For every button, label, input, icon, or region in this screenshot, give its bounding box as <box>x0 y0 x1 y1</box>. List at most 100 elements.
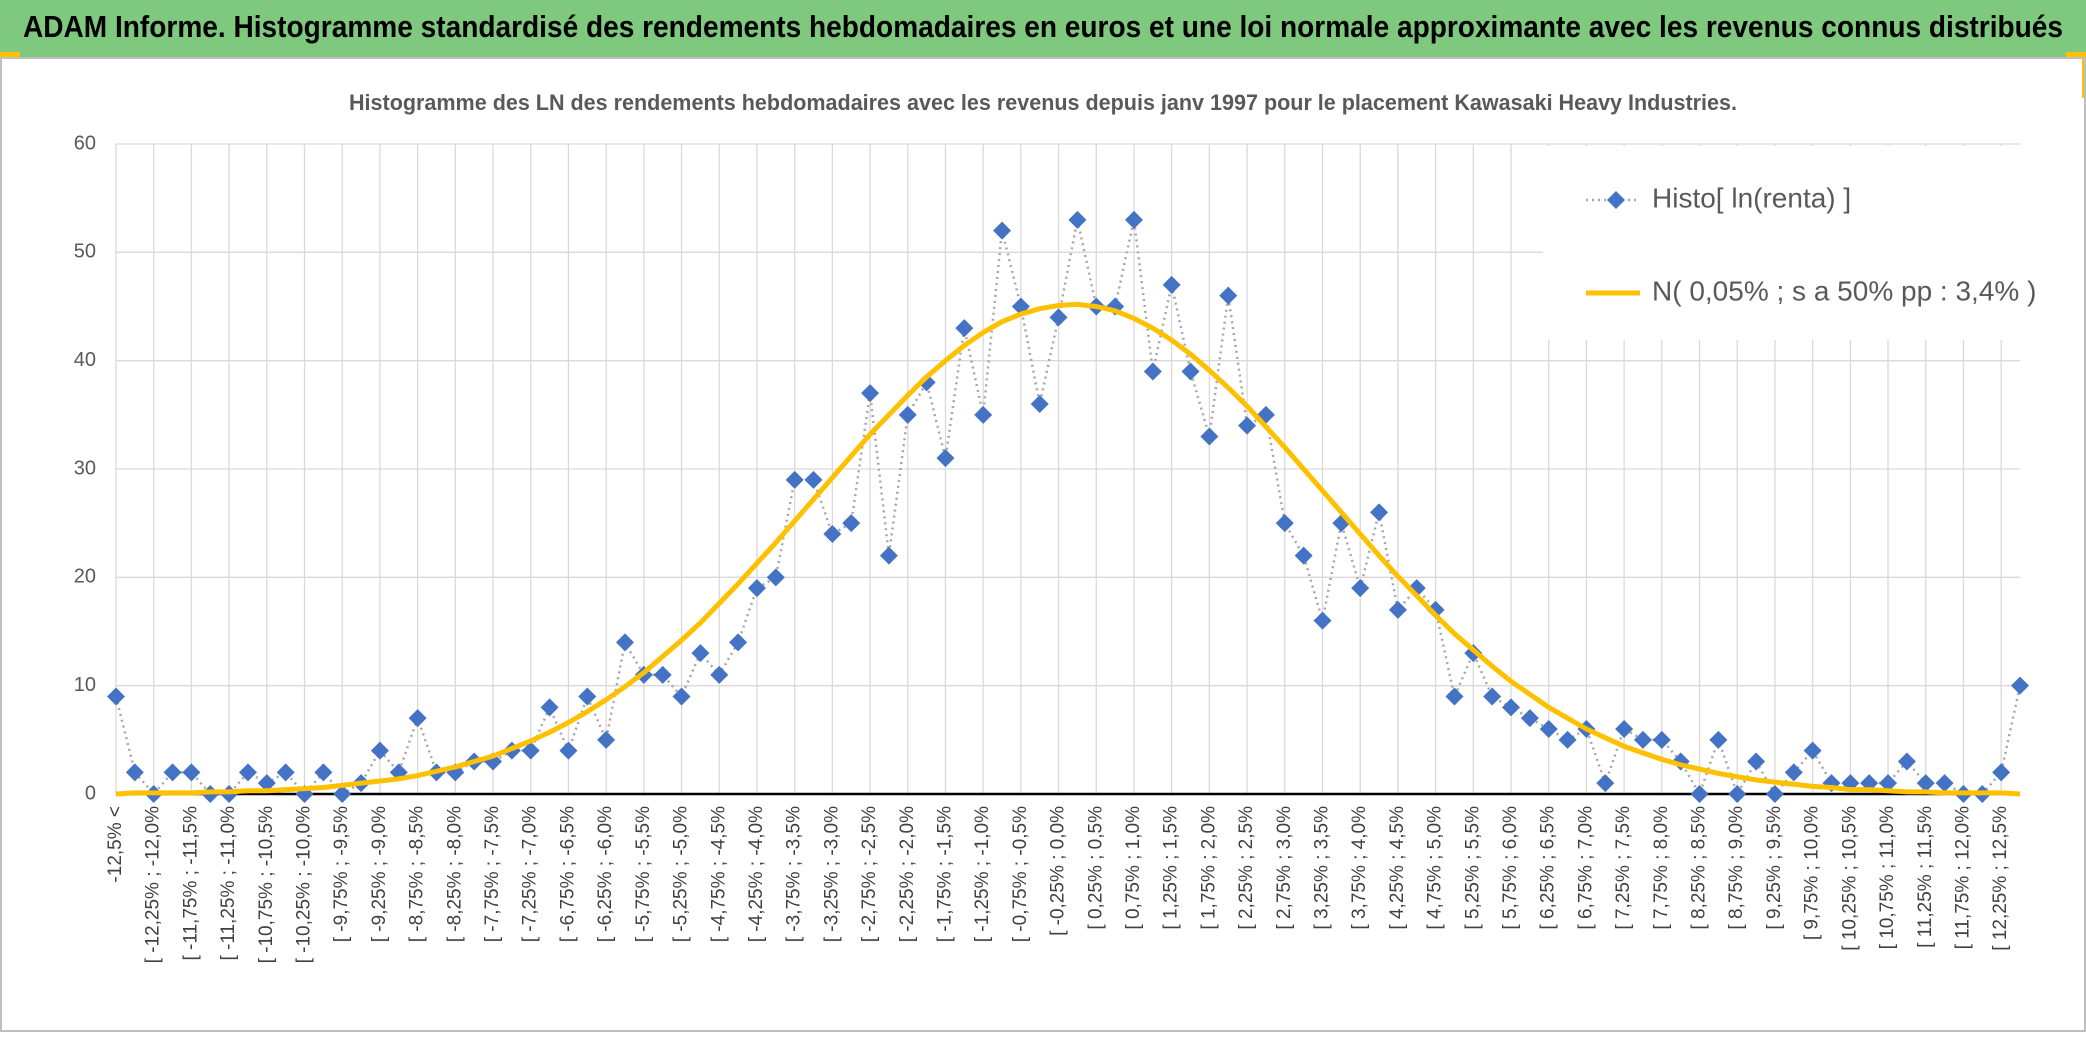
data-point <box>163 763 182 782</box>
x-tick-label: [ -6,25% ; -6,0% <box>595 806 616 942</box>
data-point <box>804 470 823 489</box>
data-point <box>823 525 842 543</box>
chart-title: Histogramme des LN des rendements hebdom… <box>349 90 1737 115</box>
data-point <box>1747 752 1766 771</box>
data-point <box>559 741 578 760</box>
x-tick-label: [ -11,75% ; -11,5% <box>180 806 201 961</box>
x-tick-label: -12,5% < <box>105 806 126 883</box>
data-point <box>1049 308 1068 327</box>
legend-label: N( 0,05% ; s a 50% pp : 3,4% ) <box>1652 275 2036 306</box>
corner-mark <box>0 52 20 58</box>
data-point <box>1351 579 1370 598</box>
data-point <box>182 763 201 782</box>
data-point <box>1275 514 1294 533</box>
x-tick-label: [ 8,25% ; 8,5% <box>1689 806 1710 930</box>
x-tick-label: [ 12,25% ; 12,5% <box>1990 806 2011 951</box>
data-point <box>597 730 616 749</box>
data-point <box>1030 395 1049 413</box>
y-tick-label: 60 <box>74 132 96 154</box>
data-point <box>1370 503 1389 522</box>
data-point <box>276 763 295 782</box>
data-point <box>540 698 559 717</box>
x-tick-label: [ 9,25% ; 9,5% <box>1764 806 1785 930</box>
corner-mark <box>2066 52 2086 58</box>
header-band <box>0 0 2086 58</box>
data-point <box>1539 720 1558 738</box>
y-tick-label: 40 <box>74 349 96 371</box>
x-tick-label: [ -4,75% ; -4,5% <box>708 806 729 942</box>
data-point <box>408 709 427 728</box>
data-point <box>1011 297 1030 316</box>
data-point <box>1897 752 1916 771</box>
x-tick-label: [ -3,25% ; -3,0% <box>821 806 842 942</box>
x-tick-label: [ -2,25% ; -2,0% <box>897 806 918 942</box>
page-title: ADAM Informe. Histogramme standardisé de… <box>23 9 2063 44</box>
data-point <box>861 384 880 403</box>
x-tick-label: [ 6,25% ; 6,5% <box>1538 806 1559 930</box>
x-tick-label: [ -0,25% ; 0,0% <box>1048 806 1069 936</box>
data-point <box>1162 275 1181 294</box>
data-point <box>936 449 955 468</box>
y-tick-label: 10 <box>74 674 96 696</box>
data-point <box>672 687 691 706</box>
legend: Histo[ ln(renta) ] N( 0,05% ; s a 50% pp … <box>1543 146 2036 340</box>
data-point <box>747 579 766 598</box>
legend-box <box>1543 146 2022 340</box>
data-point <box>1879 774 1898 793</box>
x-tick-label: [ 10,25% ; 10,5% <box>1839 806 1860 951</box>
data-point <box>1181 362 1200 381</box>
data-point <box>1200 427 1219 446</box>
data-point <box>653 665 672 684</box>
data-point <box>1426 600 1445 619</box>
x-tick-label: [ 1,25% ; 1,5% <box>1161 806 1182 930</box>
x-tick-label: [ -2,75% ; -2,5% <box>859 806 880 942</box>
data-point <box>729 633 748 652</box>
data-point <box>107 687 125 706</box>
data-point <box>578 687 597 706</box>
legend-marker <box>1607 191 1625 209</box>
plot <box>107 210 2029 803</box>
x-tick-label: [ -1,25% ; -1,0% <box>972 806 993 942</box>
data-point <box>1124 210 1143 229</box>
data-point <box>898 405 917 424</box>
data-point <box>1728 785 1747 803</box>
legend-label: Histo[ ln(renta) ] <box>1652 182 1851 213</box>
x-tick-label: [ 2,25% ; 2,5% <box>1236 806 1257 930</box>
data-point <box>257 774 276 793</box>
data-point <box>974 405 993 424</box>
series-line <box>115 301 2021 797</box>
data-point <box>1596 774 1615 793</box>
x-tick-label: [ -1,75% ; -1,5% <box>934 806 955 942</box>
x-tick-label: [ 0,75% ; 1,0% <box>1123 806 1144 930</box>
x-tick-label: [ 2,75% ; 3,0% <box>1274 806 1295 930</box>
data-point <box>2011 676 2029 695</box>
data-point <box>1615 720 1634 738</box>
x-tick-label: [ -7,25% ; -7,0% <box>520 806 541 942</box>
x-tick-label: [ -10,25% ; -10,0% <box>294 806 315 963</box>
series-line <box>114 218 2022 796</box>
data-point <box>1916 774 1935 793</box>
data-point <box>785 470 804 489</box>
data-point <box>1803 741 1822 760</box>
data-point <box>1143 362 1162 381</box>
x-tick-label: [ 3,75% ; 4,0% <box>1349 806 1370 930</box>
x-tick-label: [ -12,25% ; -12,0% <box>143 806 164 963</box>
data-point <box>1709 730 1728 749</box>
data-point <box>1219 286 1238 305</box>
y-tick-label: 30 <box>74 457 96 479</box>
x-tick-label: [ -11,25% ; -11,0% <box>218 806 239 961</box>
x-tick-label: [ 7,75% ; 8,0% <box>1651 806 1672 930</box>
data-point <box>1992 763 2011 782</box>
data-point <box>521 741 540 760</box>
x-tick-label: [ -5,75% ; -5,5% <box>633 806 654 942</box>
data-point <box>1445 687 1464 706</box>
x-tick-label: [ 0,25% ; 0,5% <box>1085 806 1106 930</box>
data-point <box>766 568 785 587</box>
x-tick-label: [ 9,75% ; 10,0% <box>1802 806 1823 940</box>
data-point <box>1388 600 1407 619</box>
data-point <box>1935 774 1954 793</box>
data-point <box>1294 546 1313 565</box>
y-tick-label: 50 <box>74 241 96 263</box>
chart-border <box>0 57 2086 1032</box>
